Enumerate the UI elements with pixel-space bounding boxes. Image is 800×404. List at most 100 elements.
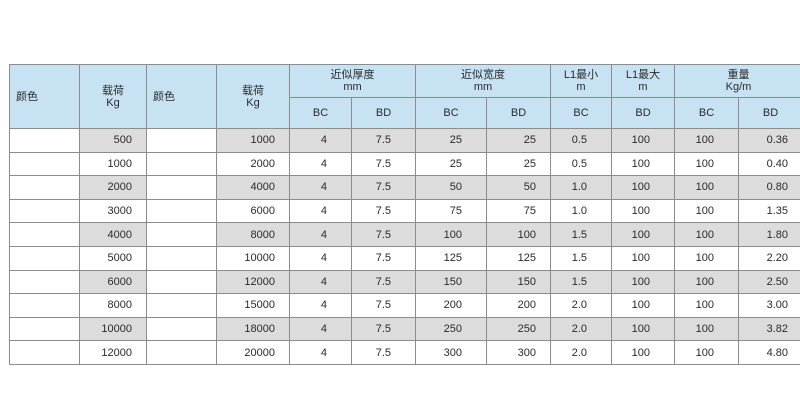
l1-max-cell: 100 bbox=[611, 293, 675, 318]
width-bc-cell: 25 bbox=[415, 128, 487, 153]
thickness-bd-cell: 7.5 bbox=[351, 293, 416, 318]
weight-bc-cell: 100 bbox=[674, 245, 739, 271]
load-1-cell: 12000 bbox=[79, 340, 147, 365]
l1-max-cell: 100 bbox=[611, 151, 675, 177]
load-1-cell: 3000 bbox=[79, 198, 147, 224]
table-row: 4000 8000 4 7.5 100 100 1.5 100 100 1.80 bbox=[9, 222, 800, 247]
header-color-1: 颜色 bbox=[9, 64, 80, 129]
weight-bd-cell: 3.00 bbox=[738, 293, 800, 318]
thickness-bd-cell: 7.5 bbox=[351, 151, 416, 177]
width-bc-cell: 75 bbox=[415, 198, 487, 224]
width-bc-cell: 100 bbox=[415, 222, 487, 247]
spec-table-container: 颜色 载荷 Kg 颜色 载荷 Kg 近似厚度 mm 近似宽度 mm L1最小 m L1最大… bbox=[9, 64, 800, 365]
width-bd-cell: 75 bbox=[486, 198, 551, 224]
width-bc-cell: 250 bbox=[415, 316, 487, 342]
table-row: 8000 15000 4 7.5 200 200 2.0 100 100 3.00 bbox=[9, 293, 800, 318]
l1-min-cell: 1.5 bbox=[550, 222, 612, 247]
thickness-bd-cell: 7.5 bbox=[351, 175, 416, 200]
table-row: 5000 10000 4 7.5 125 125 1.5 100 100 2.20 bbox=[9, 245, 800, 271]
thickness-bc-cell: 4 bbox=[289, 198, 352, 224]
color-swatch-2 bbox=[146, 293, 217, 318]
load-1-cell: 5000 bbox=[79, 245, 147, 271]
color-swatch-2 bbox=[146, 198, 217, 224]
l1-min-cell: 0.5 bbox=[550, 151, 612, 177]
weight-bd-cell: 2.20 bbox=[738, 245, 800, 271]
load-2-cell: 2000 bbox=[216, 151, 290, 177]
load-2-cell: 6000 bbox=[216, 198, 290, 224]
color-swatch-1 bbox=[9, 340, 80, 365]
spec-table: 颜色 载荷 Kg 颜色 载荷 Kg 近似厚度 mm 近似宽度 mm L1最小 m L1最大… bbox=[9, 64, 800, 365]
weight-bd-cell: 2.50 bbox=[738, 269, 800, 295]
header-l1-max: L1最大 m bbox=[611, 64, 675, 98]
load-2-cell: 8000 bbox=[216, 222, 290, 247]
header-thickness-bd: BD bbox=[351, 97, 416, 129]
l1-max-cell: 100 bbox=[611, 316, 675, 342]
header-weight: 重量 Kg/m bbox=[674, 64, 800, 98]
color-swatch-1 bbox=[9, 293, 80, 318]
thickness-bd-cell: 7.5 bbox=[351, 128, 416, 153]
width-bc-cell: 200 bbox=[415, 293, 487, 318]
l1-max-cell: 100 bbox=[611, 269, 675, 295]
header-load-1: 载荷 Kg bbox=[79, 64, 147, 129]
load-2-cell: 20000 bbox=[216, 340, 290, 365]
table-row: 10000 18000 4 7.5 250 250 2.0 100 100 3.82 bbox=[9, 316, 800, 342]
header-width: 近似宽度 mm bbox=[415, 64, 551, 98]
color-swatch-1 bbox=[9, 175, 80, 200]
color-swatch-1 bbox=[9, 222, 80, 247]
header-weight-bd: BD bbox=[738, 97, 800, 129]
header-thickness-bc: BC bbox=[289, 97, 352, 129]
width-bd-cell: 25 bbox=[486, 128, 551, 153]
weight-bc-cell: 100 bbox=[674, 293, 739, 318]
l1-min-cell: 1.0 bbox=[550, 198, 612, 224]
l1-min-cell: 1.5 bbox=[550, 245, 612, 271]
width-bd-cell: 150 bbox=[486, 269, 551, 295]
thickness-bc-cell: 4 bbox=[289, 245, 352, 271]
thickness-bc-cell: 4 bbox=[289, 340, 352, 365]
load-2-cell: 1000 bbox=[216, 128, 290, 153]
color-swatch-2 bbox=[146, 151, 217, 177]
width-bd-cell: 250 bbox=[486, 316, 551, 342]
load-2-cell: 4000 bbox=[216, 175, 290, 200]
width-bc-cell: 300 bbox=[415, 340, 487, 365]
color-swatch-1 bbox=[9, 198, 80, 224]
weight-bc-cell: 100 bbox=[674, 128, 739, 153]
weight-bd-cell: 1.80 bbox=[738, 222, 800, 247]
width-bc-cell: 25 bbox=[415, 151, 487, 177]
width-bd-cell: 25 bbox=[486, 151, 551, 177]
weight-bc-cell: 100 bbox=[674, 175, 739, 200]
weight-bd-cell: 4.80 bbox=[738, 340, 800, 365]
load-1-cell: 1000 bbox=[79, 151, 147, 177]
l1-max-cell: 100 bbox=[611, 340, 675, 365]
header-color-2: 颜色 bbox=[146, 64, 217, 129]
width-bd-cell: 100 bbox=[486, 222, 551, 247]
thickness-bd-cell: 7.5 bbox=[351, 269, 416, 295]
weight-bd-cell: 0.36 bbox=[738, 128, 800, 153]
weight-bc-cell: 100 bbox=[674, 151, 739, 177]
l1-max-cell: 100 bbox=[611, 245, 675, 271]
color-swatch-2 bbox=[146, 340, 217, 365]
weight-bc-cell: 100 bbox=[674, 198, 739, 224]
load-2-cell: 12000 bbox=[216, 269, 290, 295]
width-bc-cell: 50 bbox=[415, 175, 487, 200]
load-1-cell: 8000 bbox=[79, 293, 147, 318]
table-row: 3000 6000 4 7.5 75 75 1.0 100 100 1.35 bbox=[9, 198, 800, 224]
thickness-bd-cell: 7.5 bbox=[351, 340, 416, 365]
color-swatch-2 bbox=[146, 245, 217, 271]
l1-min-cell: 0.5 bbox=[550, 128, 612, 153]
weight-bc-cell: 100 bbox=[674, 340, 739, 365]
weight-bd-cell: 0.40 bbox=[738, 151, 800, 177]
l1-min-cell: 1.5 bbox=[550, 269, 612, 295]
width-bd-cell: 125 bbox=[486, 245, 551, 271]
color-swatch-1 bbox=[9, 151, 80, 177]
l1-min-cell: 2.0 bbox=[550, 340, 612, 365]
l1-max-cell: 100 bbox=[611, 198, 675, 224]
load-1-cell: 10000 bbox=[79, 316, 147, 342]
l1-max-cell: 100 bbox=[611, 222, 675, 247]
l1-min-cell: 2.0 bbox=[550, 293, 612, 318]
table-body: 500 1000 4 7.5 25 25 0.5 100 100 0.36 1000 2000 4 7.5… bbox=[9, 128, 800, 365]
color-swatch-1 bbox=[9, 269, 80, 295]
l1-min-cell: 2.0 bbox=[550, 316, 612, 342]
table-row: 1000 2000 4 7.5 25 25 0.5 100 100 0.40 bbox=[9, 151, 800, 177]
thickness-bd-cell: 7.5 bbox=[351, 198, 416, 224]
thickness-bc-cell: 4 bbox=[289, 269, 352, 295]
